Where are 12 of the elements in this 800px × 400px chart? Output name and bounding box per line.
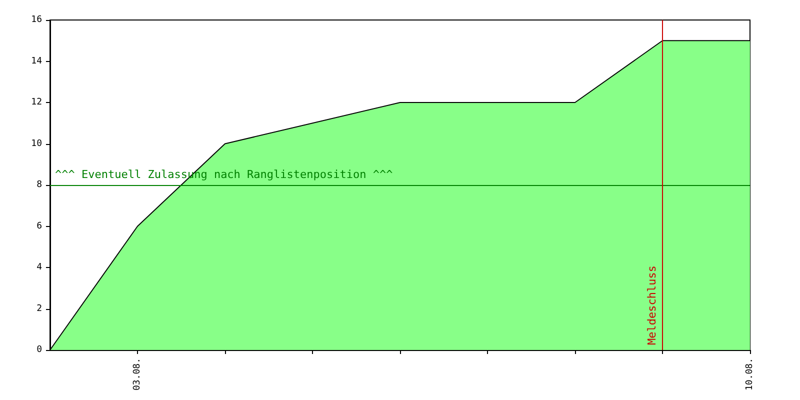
y-tick-label: 10 [31,138,42,149]
y-tick-label: 2 [36,304,42,314]
y-tick-label: 12 [31,98,42,108]
y-tick-label: 16 [31,15,42,25]
y-tick-label: 8 [36,180,42,190]
ref-line-label: Meldeschluss [646,266,658,345]
y-tick-label: 6 [36,221,42,232]
y-tick-label: 4 [36,262,42,272]
y-tick-label: 14 [31,56,42,66]
x-tick-label: 03.08. [132,358,142,391]
x-tick-label: 10.08. [745,358,755,391]
y-tick-label: 0 [36,345,42,355]
